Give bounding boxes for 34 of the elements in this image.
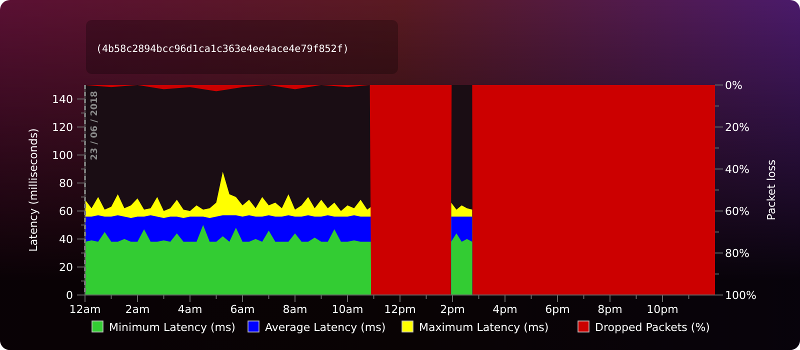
x-tick-label: 8pm — [598, 303, 622, 316]
x-tick-label: 10pm — [646, 303, 678, 316]
y-tick-label: 120 — [52, 121, 73, 134]
y2-tick-label: 100% — [725, 289, 756, 302]
y-tick-label: 80 — [59, 177, 73, 190]
legend-label: Average Latency (ms) — [265, 321, 386, 334]
chart-subtitle: (4b58c2894bcc96d1ca1c363e4ee4ace4e79f852f) — [96, 44, 349, 55]
text: Dropped Packets (%) — [595, 321, 710, 334]
legend-label: Maximum Latency (ms) — [419, 321, 549, 334]
x-tick-label: 4pm — [492, 303, 518, 316]
y2-tick-label: 0% — [725, 79, 742, 92]
y2-tick-label: 40% — [725, 163, 750, 176]
x-tick-label: 2pm — [440, 303, 465, 316]
y-tick-label: 40 — [59, 233, 73, 246]
y2-tick-label: 60% — [725, 205, 750, 218]
x-tick-label: 2am — [125, 303, 150, 316]
x-tick-label: 10am — [332, 303, 364, 316]
x-tick-label: 6pm — [545, 303, 570, 316]
y-axis-title: Latency (milliseconds) — [27, 128, 40, 252]
y2-tick-label: 20% — [725, 121, 750, 134]
y2-axis-title: Packet loss — [765, 159, 778, 220]
x-tick-label: 6am — [230, 303, 255, 316]
x-tick-label: 12am — [69, 303, 101, 316]
y-tick-label: 20 — [59, 261, 73, 274]
ref-line-label: 23 / 06 / 2018 — [90, 91, 100, 160]
x-tick-label: 8am — [282, 303, 308, 316]
y2-tick-label: 80% — [725, 247, 750, 260]
y-tick-label: 0 — [66, 289, 73, 302]
legend-label: Minimum Latency (ms) — [109, 321, 236, 334]
x-tick-label: 4am — [178, 303, 202, 316]
y-tick-label: 60 — [59, 205, 73, 218]
y-tick-label: 100 — [52, 149, 73, 162]
y-tick-label: 140 — [52, 93, 73, 106]
x-tick-label: 12pm — [384, 303, 416, 316]
